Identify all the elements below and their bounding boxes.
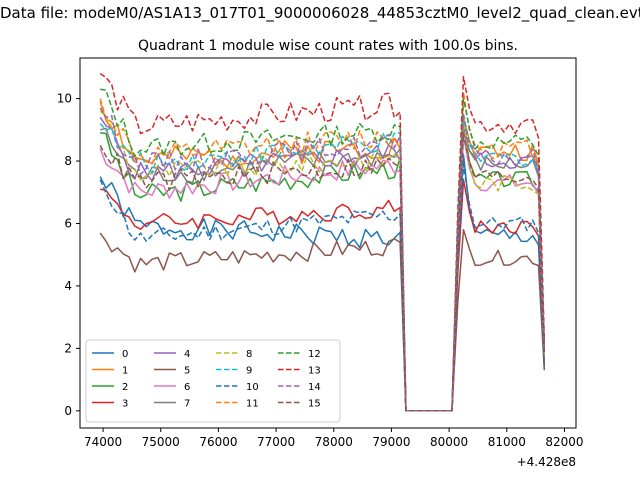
legend-label-12: 12	[308, 349, 321, 360]
y-tick-label: 0	[64, 404, 72, 418]
legend-label-9: 9	[246, 366, 252, 377]
series-line-9	[99, 116, 546, 412]
series-line-15	[99, 132, 546, 412]
x-axis: 74000 75000 76000 77000 78000 79000 80000 81000…	[84, 428, 584, 449]
x-tick-label: 76000	[199, 435, 237, 449]
x-tick-label: 77000	[257, 435, 295, 449]
legend-label-4: 4	[184, 349, 190, 360]
series-line-1	[99, 101, 546, 412]
x-tick-label: 81000	[488, 435, 526, 449]
legend-label-8: 8	[246, 349, 252, 360]
x-tick-label: 74000	[84, 435, 122, 449]
series-line-3	[100, 179, 546, 412]
series-line-10	[99, 163, 546, 412]
legend-label-1: 1	[122, 366, 128, 377]
legend-label-10: 10	[246, 382, 259, 393]
legend-label-13: 13	[308, 366, 321, 377]
y-tick-label: 4	[64, 279, 72, 293]
plot-frame	[79, 57, 577, 429]
figure-suptitle: Data file: modeM0/AS1A13_017T01_90000060…	[0, 4, 640, 22]
x-tick-label: 78000	[315, 435, 353, 449]
series-line-6	[99, 135, 546, 412]
x-tick-label: 75000	[142, 435, 180, 449]
series-line-13	[99, 72, 546, 412]
series-line-11	[99, 91, 546, 412]
legend-box	[85, 339, 341, 423]
legend-label-6: 6	[184, 382, 190, 393]
legend-label-14: 14	[308, 382, 321, 393]
legend-label-15: 15	[308, 399, 321, 410]
legend-label-3: 3	[122, 399, 128, 410]
y-axis: 0 2 4 6 8 10	[57, 92, 80, 418]
x-tick-label: 80000	[430, 435, 468, 449]
y-tick-label: 8	[64, 154, 72, 168]
series-line-14	[99, 107, 546, 412]
y-tick-label: 10	[57, 92, 72, 106]
x-offset-label: +4.428e8	[517, 455, 576, 469]
legend-label-7: 7	[184, 399, 190, 410]
y-tick-label: 6	[64, 216, 72, 230]
legend-label-2: 2	[122, 382, 128, 393]
legend-label-0: 0	[122, 349, 128, 360]
x-tick-label: 82000	[545, 435, 583, 449]
series-line-5	[99, 228, 546, 412]
series-line-12	[100, 88, 546, 412]
x-tick-label: 79000	[372, 435, 410, 449]
legend-label-5: 5	[184, 366, 190, 377]
chart-title: Quadrant 1 module wise count rates with …	[138, 38, 518, 54]
series-layer	[99, 72, 546, 412]
series-line-7	[100, 122, 546, 412]
legend-label-11: 11	[246, 399, 259, 410]
y-tick-label: 2	[64, 341, 72, 355]
